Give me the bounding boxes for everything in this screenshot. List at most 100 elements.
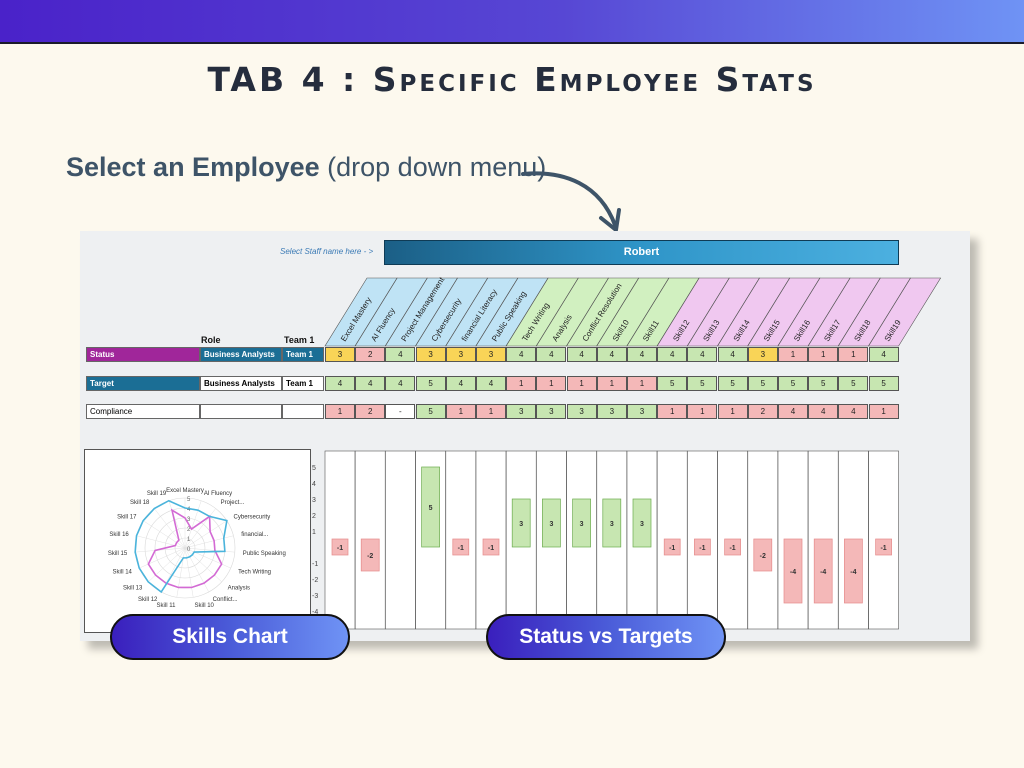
bar-mark (542, 498, 561, 548)
row-cell: 1 (325, 404, 355, 419)
bar-mark (783, 538, 803, 604)
radar-label: Skill 19 (147, 491, 167, 497)
row-cell: 5 (657, 376, 688, 391)
radar-series-line (147, 508, 223, 589)
radar-series-line (134, 499, 228, 594)
bar-mark (331, 538, 349, 556)
bar-data-label: 3 (580, 521, 584, 528)
skills-chart-button[interactable]: Skills Chart (110, 614, 350, 660)
row-cell: 4 (506, 347, 537, 362)
row-cell: 2 (355, 404, 386, 419)
row-cell: 4 (385, 347, 416, 362)
compliance-role-empty (200, 404, 282, 419)
radar-spoke (143, 520, 186, 549)
bar-data-label: 5 (429, 505, 433, 512)
radar-label: Skill 12 (138, 597, 158, 603)
row-cell: 4 (627, 347, 657, 362)
page-title: TAB 4 : Specific Employee Stats (207, 60, 817, 99)
row-cell: 4 (868, 347, 899, 362)
radar-tick: 3 (187, 517, 191, 523)
bar-mark (452, 538, 470, 556)
radar-label: AI Fluency (204, 491, 232, 497)
bar-data-label: 3 (549, 521, 553, 528)
row-cell: 1 (808, 347, 839, 362)
bar-data-label: -1 (337, 545, 343, 552)
radar-tick: 4 (187, 507, 191, 513)
row-cell: 5 (415, 404, 446, 419)
bar-data-label: 3 (640, 521, 644, 528)
row-cell: 3 (325, 347, 355, 362)
row-cell: 1 (778, 347, 808, 362)
row-cell: 5 (747, 376, 778, 391)
bar-y-tick: 2 (312, 513, 316, 520)
bar-y-tick: -2 (312, 577, 318, 584)
radar-tick: 5 (187, 497, 191, 503)
row-cell: 1 (445, 404, 476, 419)
status-vs-targets-button[interactable]: Status vs Targets (486, 614, 726, 660)
radar-spoke (148, 547, 186, 583)
staff-select-label: Select Staff name here - > (280, 247, 374, 256)
row-cell: 5 (838, 376, 869, 391)
compliance-label: Compliance (86, 404, 200, 419)
row-cell: 1 (657, 404, 688, 419)
instruction-bold: Select an Employee (66, 152, 320, 182)
row-cell: 2 (355, 347, 386, 362)
bar-data-label: -1 (669, 545, 675, 552)
row-cell: 3 (506, 404, 537, 419)
bar-mark (694, 538, 711, 556)
bar-y-tick: -4 (312, 609, 318, 616)
row-cell: 3 (445, 347, 476, 362)
radar-label: Project... (221, 500, 245, 506)
skills-radar-chart: Excel Mastery AI Fluency Project... Cyberse… (84, 449, 311, 633)
bar-y-tick: 5 (312, 465, 316, 472)
bar-mark (602, 498, 622, 548)
radar-spoke (184, 547, 235, 553)
row-cell: 4 (536, 347, 567, 362)
status-team: Team 1 (282, 347, 324, 362)
row-cell: 2 (747, 404, 778, 419)
row-cell: 4 (325, 376, 355, 391)
row-cell: 3 (596, 404, 627, 419)
bar-y-tick: -3 (312, 593, 318, 600)
bar-data-label: -2 (367, 553, 373, 560)
arrow-icon (521, 171, 621, 232)
row-cell: 3 (627, 404, 657, 419)
radar-spoke (184, 547, 194, 598)
row-cell: 4 (445, 376, 476, 391)
radar-spoke (136, 535, 186, 549)
radar-spoke (184, 520, 227, 549)
target-label: Target (86, 376, 200, 391)
bar-data-label: -4 (850, 569, 856, 576)
row-cell: 4 (476, 376, 506, 391)
row-cell: 4 (566, 347, 597, 362)
row-cell: 5 (868, 376, 899, 391)
radar-label: Cybersecurity (234, 514, 271, 520)
row-cell: 4 (838, 404, 869, 419)
bar-data-label: -2 (760, 553, 766, 560)
bar-mark (632, 498, 652, 548)
bar-mark (724, 538, 741, 556)
role-header: Role (201, 335, 221, 345)
row-cell: 5 (415, 376, 446, 391)
radar-label: Analysis (228, 585, 250, 591)
row-cell: 4 (808, 404, 839, 419)
status-label: Status (86, 347, 200, 362)
row-cell: 4 (657, 347, 688, 362)
row-cell: 4 (717, 347, 748, 362)
bar-data-label: 3 (610, 521, 614, 528)
bar-data-label: -1 (488, 545, 494, 552)
row-cell: 1 (868, 404, 899, 419)
radar-spoke (184, 535, 234, 549)
status-role: Business Analysts (200, 347, 282, 362)
radar-label: Skill 16 (109, 532, 129, 538)
row-cell: 4 (778, 404, 808, 419)
target-role: Business Analysts (200, 376, 282, 391)
row-cell: 5 (717, 376, 748, 391)
radar-spoke (176, 547, 186, 598)
row-cell: 5 (808, 376, 839, 391)
bar-data-label: -4 (820, 569, 826, 576)
row-cell: 1 (506, 376, 537, 391)
bar-data-label: 3 (519, 521, 523, 528)
staff-dropdown[interactable]: Robert (384, 240, 899, 265)
radar-label: Skill 13 (123, 585, 143, 591)
